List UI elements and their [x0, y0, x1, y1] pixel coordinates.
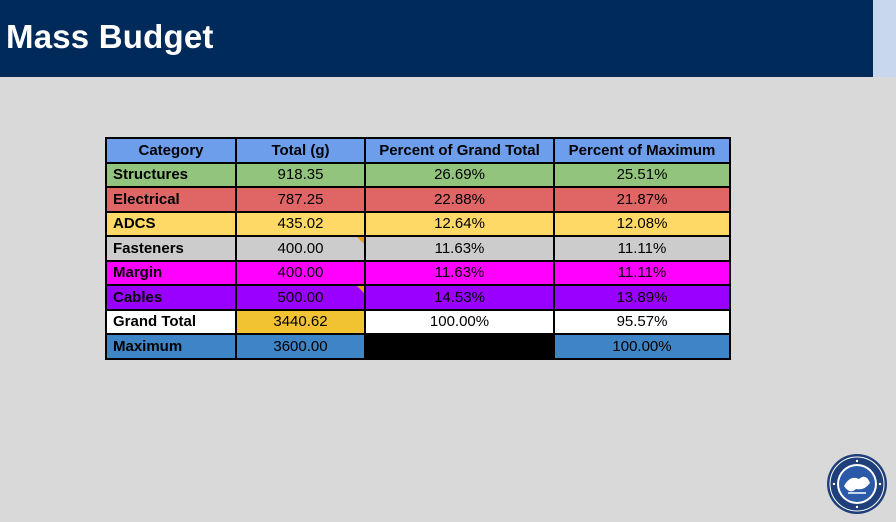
mass-budget-table: Category Total (g) Percent of Grand Tota… [105, 137, 731, 360]
table-row: Electrical 787.25 22.88% 21.87% [105, 186, 731, 213]
cell-percent-max: 21.87% [553, 186, 731, 213]
table-row: Grand Total 3440.62 100.00% 95.57% [105, 308, 731, 335]
cell-category: Electrical [105, 186, 237, 213]
table-row: Maximum 3600.00 100.00% [105, 333, 731, 360]
cell-percent-max: 100.00% [553, 333, 731, 360]
cell-percent-max: 12.08% [553, 210, 731, 237]
university-seal-icon [827, 454, 887, 514]
cell-total: 3440.62 [235, 308, 366, 335]
table-row: Margin 400.00 11.63% 11.11% [105, 259, 731, 286]
cell-percent-max: 95.57% [553, 308, 731, 335]
cell-category: ADCS [105, 210, 237, 237]
cell-total: 400.00 [235, 235, 366, 262]
table-row: Fasteners 400.00 11.63% 11.11% [105, 235, 731, 262]
table-row: Cables 500.00 14.53% 13.89% [105, 284, 731, 311]
header-category: Category [105, 137, 237, 164]
table-header-row: Category Total (g) Percent of Grand Tota… [105, 137, 731, 164]
cell-category: Structures [105, 161, 237, 188]
cell-percent-max: 13.89% [553, 284, 731, 311]
cell-total: 787.25 [235, 186, 366, 213]
cell-total: 3600.00 [235, 333, 366, 360]
cell-category: Fasteners [105, 235, 237, 262]
header-percent-grand-total: Percent of Grand Total [364, 137, 555, 164]
cell-category: Margin [105, 259, 237, 286]
cell-category: Cables [105, 284, 237, 311]
header-total: Total (g) [235, 137, 366, 164]
cell-total: 500.00 [235, 284, 366, 311]
cell-percent-grand: 11.63% [364, 259, 555, 286]
cell-percent-grand: 12.64% [364, 210, 555, 237]
cell-percent-grand: 22.88% [364, 186, 555, 213]
cell-total: 400.00 [235, 259, 366, 286]
cell-total: 435.02 [235, 210, 366, 237]
cell-total: 918.35 [235, 161, 366, 188]
cell-percent-grand: 100.00% [364, 308, 555, 335]
cell-category: Grand Total [105, 308, 237, 335]
cell-percent-grand: 14.53% [364, 284, 555, 311]
accent-strip [873, 0, 896, 77]
table-row: ADCS 435.02 12.64% 12.08% [105, 210, 731, 237]
slide-title: Mass Budget [6, 18, 214, 55]
cell-percent-max: 11.11% [553, 259, 731, 286]
cell-percent-grand [364, 333, 555, 360]
cell-percent-max: 11.11% [553, 235, 731, 262]
header-percent-maximum: Percent of Maximum [553, 137, 731, 164]
cell-percent-grand: 26.69% [364, 161, 555, 188]
table-row: Structures 918.35 26.69% 25.51% [105, 161, 731, 188]
cell-category: Maximum [105, 333, 237, 360]
title-bar: Mass Budget [0, 0, 873, 77]
cell-percent-grand: 11.63% [364, 235, 555, 262]
cell-percent-max: 25.51% [553, 161, 731, 188]
